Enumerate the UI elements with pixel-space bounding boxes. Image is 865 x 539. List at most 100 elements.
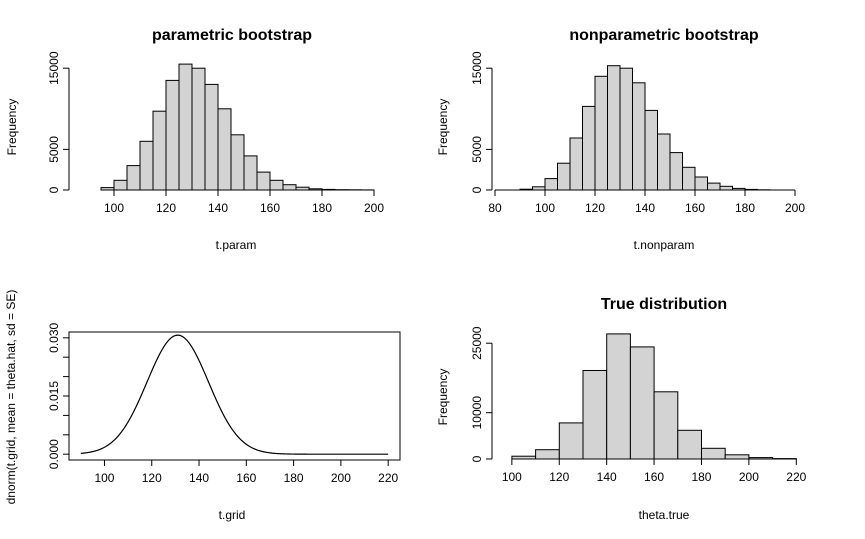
y-tick-label: 0 (470, 455, 484, 462)
histogram-bar (152, 110, 167, 191)
x-tick-label: 180 (312, 201, 332, 215)
x-tick-label: 180 (735, 201, 755, 215)
x-axis-label-nonparametric: t.nonparam (634, 238, 695, 252)
histogram-bar (707, 182, 721, 191)
panel-density-curve: t.grid dnorm(t.grid, mean = theta.hat, s… (4, 290, 401, 522)
histogram-bar (619, 67, 633, 191)
x-axis-label-parametric: t.param (216, 238, 257, 252)
x-tick-label: 120 (156, 201, 176, 215)
y-tick-label: 0 (47, 186, 61, 193)
y-tick-label: 0.015 (47, 381, 61, 411)
y-axis-label-parametric: Frequency (5, 99, 19, 156)
histogram-bar (282, 184, 297, 191)
x-tick-label: 200 (739, 470, 759, 484)
histogram-bar (629, 346, 655, 460)
histogram-bar (217, 108, 232, 191)
histogram-bar (582, 370, 608, 460)
chart-title-nonparametric: nonparametric bootstrap (569, 27, 759, 44)
x-tick-label: 120 (142, 471, 162, 485)
histogram-bar (139, 140, 154, 191)
density-plot: 100 120 140 160 180 200 220 0.000 0.015 0.030 (47, 322, 401, 485)
y-tick-label: 0 (470, 186, 484, 193)
x-tick-label: 160 (685, 201, 705, 215)
y-tick-label: 0.030 (47, 322, 61, 352)
y-axis-label-density: dnorm(t.grid, mean = theta.hat, sd = SE) (4, 290, 18, 505)
x-tick-label: 140 (597, 470, 617, 484)
panel-parametric-bootstrap: parametric bootstrap t.param Frequency 1… (5, 27, 384, 252)
histogram-bar (644, 109, 658, 191)
histogram-bar (558, 422, 584, 460)
histogram-bar (607, 65, 621, 191)
y-tick-label: 5000 (47, 136, 61, 163)
x-tick-label: 200 (331, 471, 351, 485)
histogram-bar (544, 178, 558, 191)
x-tick-label: 80 (488, 201, 502, 215)
histogram-bar (535, 449, 560, 460)
x-tick-label: 160 (260, 201, 280, 215)
histogram-bar (701, 447, 726, 460)
histogram-bar (594, 75, 608, 191)
histogram-bar (569, 137, 583, 191)
x-tick-label: 100 (94, 471, 114, 485)
x-tick-label: 180 (691, 470, 711, 484)
histogram-bar (669, 152, 683, 191)
histogram-bar (557, 162, 571, 191)
histogram-true-distribution: 100 120 140 160 180 200 220 0 10000 25000 (470, 326, 807, 484)
histogram-bar (653, 391, 679, 460)
x-tick-label: 100 (535, 201, 555, 215)
y-tick-label: 5000 (470, 136, 484, 163)
y-axis-label-nonparametric: Frequency (436, 99, 450, 156)
y-tick-label: 15000 (47, 51, 61, 85)
y-tick-label: 15000 (470, 51, 484, 85)
x-tick-label: 160 (236, 471, 256, 485)
x-axis-label-true-distribution: theta.true (639, 508, 690, 522)
histogram-bar (243, 155, 258, 191)
x-tick-label: 200 (364, 201, 384, 215)
y-tick-label: 10000 (470, 396, 484, 430)
x-tick-label: 100 (104, 201, 124, 215)
x-tick-label: 220 (378, 471, 398, 485)
density-curve-line (80, 334, 389, 455)
y-tick-label: 0.000 (47, 439, 61, 469)
histogram-bar (113, 179, 128, 191)
histogram-bar (724, 454, 750, 460)
histogram-bar (632, 82, 646, 191)
histogram-bar (269, 179, 284, 191)
histogram-bar (178, 63, 193, 191)
x-tick-label: 220 (786, 470, 806, 484)
panel-nonparametric-bootstrap: nonparametric bootstrap t.nonparam Frequ… (436, 27, 805, 252)
histogram-bar (230, 134, 245, 191)
histogram-bar (165, 79, 180, 191)
histogram-bar (256, 171, 271, 191)
y-tick-label: 25000 (470, 326, 484, 360)
histogram-bar (682, 166, 696, 191)
histogram-bar (582, 105, 596, 191)
histogram-bar (694, 176, 708, 191)
histogram-bar (677, 429, 702, 460)
x-tick-label: 160 (644, 470, 664, 484)
chart-title-parametric: parametric bootstrap (152, 27, 312, 44)
histogram-bar (191, 67, 206, 191)
histogram-bar (719, 185, 733, 191)
x-tick-label: 180 (284, 471, 304, 485)
x-tick-label: 200 (785, 201, 805, 215)
histogram-bar (204, 83, 219, 191)
x-tick-label: 140 (635, 201, 655, 215)
x-axis-label-density: t.grid (219, 508, 246, 522)
x-tick-label: 140 (189, 471, 209, 485)
y-axis-label-true-distribution: Frequency (436, 369, 450, 426)
x-tick-label: 100 (502, 470, 522, 484)
x-tick-label: 140 (208, 201, 228, 215)
chart-title-true-distribution: True distribution (601, 296, 727, 313)
histogram-bar (100, 187, 115, 191)
histogram-nonparametric: 80 100 120 140 160 180 200 0 5000 15000 (470, 51, 805, 215)
histogram-bar (657, 133, 671, 191)
x-tick-label: 120 (585, 201, 605, 215)
x-tick-label: 120 (549, 470, 569, 484)
histogram-bar (606, 333, 631, 460)
plot-frame (68, 331, 401, 461)
histogram-bar (126, 165, 141, 191)
panel-true-distribution: True distribution theta.true Frequency 1… (436, 296, 807, 522)
histogram-parametric: 100 120 140 160 180 200 0 5000 15000 (47, 51, 384, 215)
